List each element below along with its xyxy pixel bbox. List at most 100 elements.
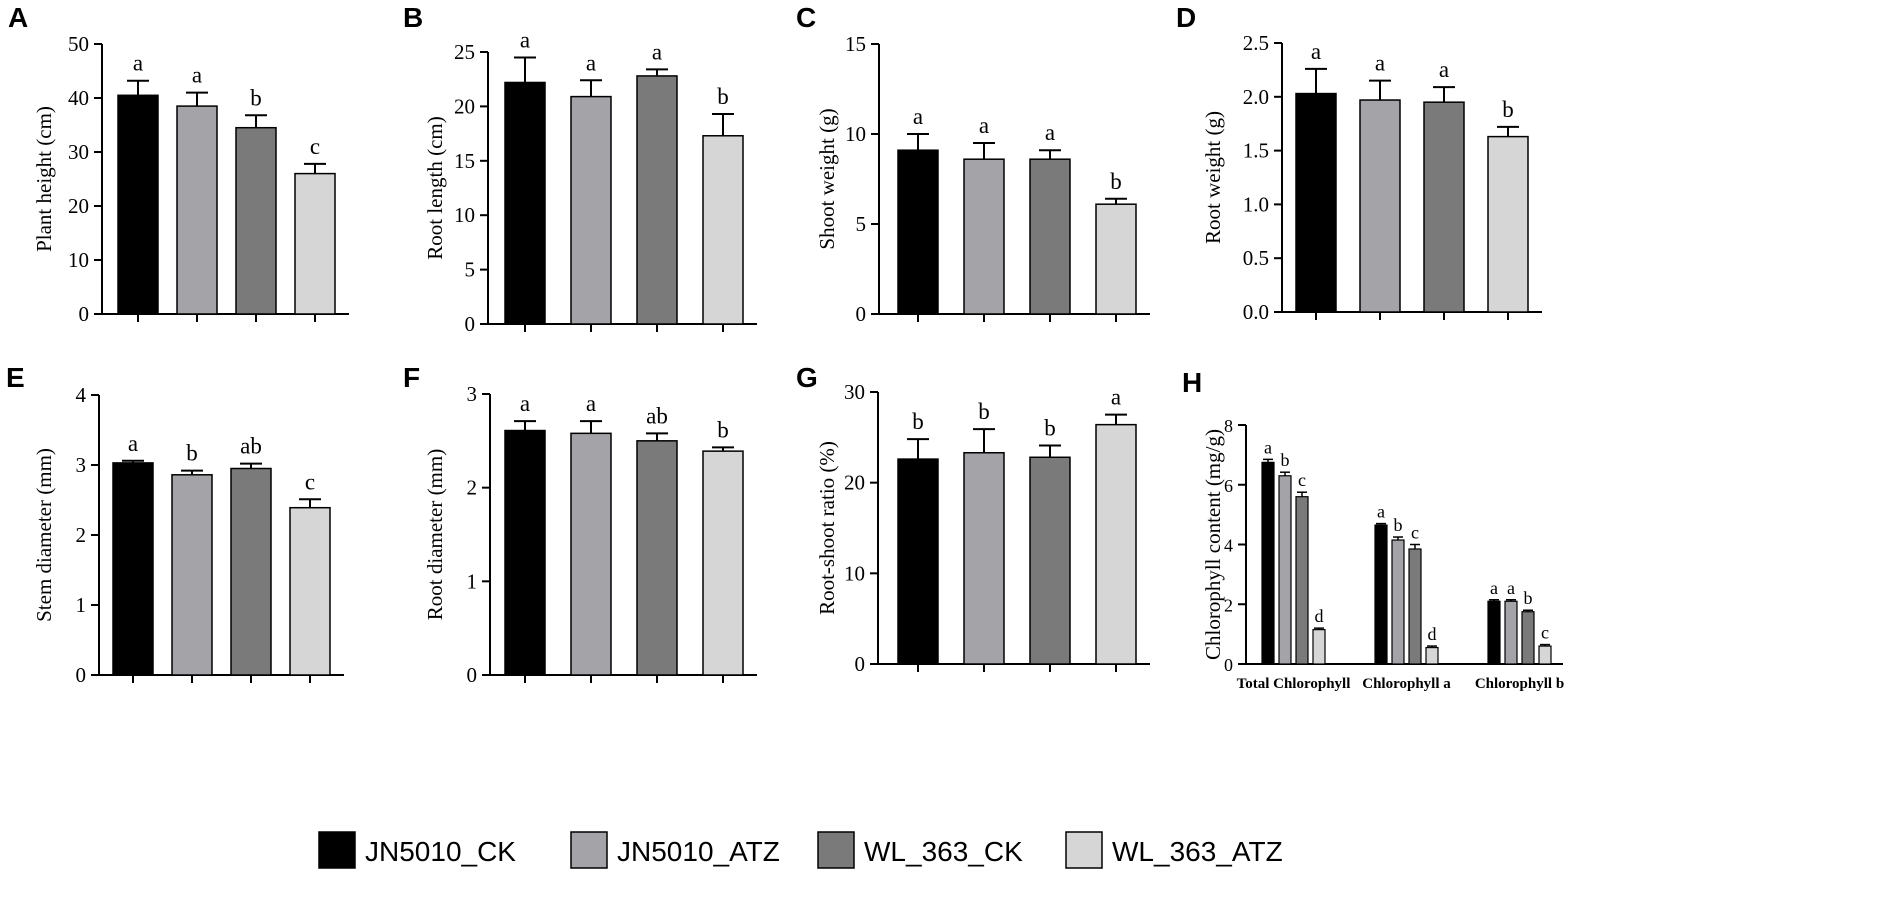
legend-label: JN5010_CK: [365, 836, 516, 867]
y-axis-label: Root length (cm): [423, 116, 447, 259]
significance-letter: b: [1394, 515, 1403, 535]
bar-wl_363_ck: [1423, 101, 1465, 313]
y-tick-label: 0: [1224, 655, 1233, 675]
x-category-label: Chlorophyll b: [1475, 676, 1564, 692]
y-tick-label: 15: [454, 149, 475, 173]
bar-jn5010_ck: [1261, 461, 1275, 665]
bar-wl_363_ck: [1521, 611, 1535, 665]
y-tick-label: 0: [465, 312, 476, 336]
y-axis-label: Stem diameter (mm): [32, 448, 56, 622]
significance-letter: b: [1281, 450, 1290, 470]
y-tick-label: 1: [76, 593, 87, 617]
legend-item: JN5010_ATZ: [570, 831, 780, 869]
significance-letter: b: [250, 85, 262, 110]
y-axis-label: Chlorophyll content (mg/g): [1201, 429, 1225, 660]
significance-letter: ab: [240, 434, 262, 459]
y-tick-label: 2.5: [1243, 31, 1269, 55]
panel-letter: F: [403, 362, 420, 393]
bar-jn5010_atz: [1359, 99, 1401, 313]
x-category-label: Total Chlorophyll: [1237, 676, 1351, 692]
significance-letter: a: [128, 431, 138, 456]
significance-letter: c: [1411, 523, 1419, 543]
panel-letter: C: [796, 2, 816, 33]
bar-jn5010_atz: [963, 158, 1005, 315]
legend-item: WL_363_CK: [817, 831, 1023, 869]
panel-letter: H: [1182, 367, 1202, 398]
bar-wl_363_atz: [289, 506, 331, 676]
legend-label: JN5010_ATZ: [617, 836, 780, 867]
significance-letter: b: [717, 84, 729, 109]
significance-letter: a: [1439, 57, 1449, 82]
y-tick-label: 5: [856, 212, 867, 236]
y-tick-label: 1.0: [1243, 192, 1269, 216]
bar-wl_363_atz: [1538, 645, 1552, 665]
legend-item: JN5010_CK: [318, 831, 516, 869]
significance-letter: ab: [646, 403, 668, 428]
bar-jn5010_atz: [176, 105, 218, 315]
y-tick-label: 0.0: [1243, 300, 1269, 324]
y-tick-label: 0: [79, 302, 90, 326]
y-tick-label: 30: [68, 140, 89, 164]
significance-letter: a: [913, 104, 923, 129]
significance-letter: c: [1298, 470, 1306, 490]
y-tick-label: 0: [76, 663, 87, 687]
y-tick-label: 10: [68, 248, 89, 272]
significance-letter: b: [1110, 169, 1122, 194]
bar-jn5010_atz: [570, 95, 612, 325]
significance-letter: b: [1502, 97, 1514, 122]
y-axis-label: Plant height (cm): [32, 106, 56, 252]
y-tick-label: 4: [1224, 536, 1233, 556]
significance-letter: c: [1541, 623, 1549, 643]
x-category-label: Chlorophyll a: [1362, 676, 1451, 692]
y-tick-label: 5: [465, 258, 476, 282]
bar-wl_363_atz: [1425, 646, 1439, 665]
y-tick-label: 10: [845, 122, 866, 146]
bar-jn5010_ck: [117, 94, 159, 315]
significance-letter: a: [1507, 578, 1515, 598]
bar-wl_363_atz: [1095, 203, 1137, 315]
significance-letter: a: [1377, 502, 1385, 522]
significance-letter: a: [520, 391, 530, 416]
y-axis-label: Root weight (g): [1201, 111, 1225, 244]
bar-jn5010_ck: [504, 429, 546, 676]
chart-panel-d: D Root weight (g) 0.0 0.5 1.0 1.5 2.0 2.5 a a a b: [1176, 2, 1542, 324]
y-axis-label: Root-shoot ratio (%): [815, 441, 839, 615]
chart-panel-g: G Root-shoot ratio (%) 0 10 20 30 b b b a: [796, 362, 1150, 676]
significance-letter: d: [1428, 624, 1437, 644]
significance-letter: a: [586, 391, 596, 416]
bar-wl_363_atz: [1095, 423, 1137, 665]
y-tick-label: 3: [467, 382, 478, 406]
y-tick-label: 3: [76, 453, 87, 477]
significance-letter: b: [717, 417, 729, 442]
y-tick-label: 0: [855, 652, 866, 676]
significance-letter: a: [1311, 39, 1321, 64]
legend-swatch: [817, 831, 855, 869]
significance-letter: a: [1490, 578, 1498, 598]
bar-jn5010_ck: [1374, 524, 1388, 665]
y-axis-label: Root diameter (mm): [423, 449, 447, 620]
chart-panel-c: C Shoot weight (g) 0 5 10 15 a a a b: [796, 2, 1150, 326]
significance-letter: a: [979, 113, 989, 138]
y-tick-label: 2: [76, 523, 87, 547]
bar-wl_363_atz: [702, 135, 744, 325]
y-tick-label: 4: [76, 383, 87, 407]
bar-jn5010_atz: [1278, 475, 1292, 665]
significance-letter: b: [186, 441, 198, 466]
panel-letter: G: [796, 362, 818, 393]
significance-letter: a: [1045, 120, 1055, 145]
y-tick-label: 2.0: [1243, 85, 1269, 109]
legend: JN5010_CK JN5010_ATZ WL_363_CK WL_363_ATZ: [318, 831, 1283, 869]
significance-letter: a: [652, 39, 662, 64]
legend-swatch: [318, 831, 356, 869]
bar-jn5010_ck: [897, 149, 939, 315]
y-tick-label: 0: [467, 663, 478, 687]
bar-wl_363_ck: [1029, 456, 1071, 665]
bar-wl_363_ck: [636, 75, 678, 325]
bar-jn5010_ck: [1295, 92, 1337, 313]
bar-jn5010_atz: [963, 451, 1005, 665]
panel-letter: B: [403, 2, 423, 33]
bar-wl_363_ck: [1029, 158, 1071, 315]
y-tick-label: 20: [454, 94, 475, 118]
significance-letter: a: [1264, 437, 1272, 457]
